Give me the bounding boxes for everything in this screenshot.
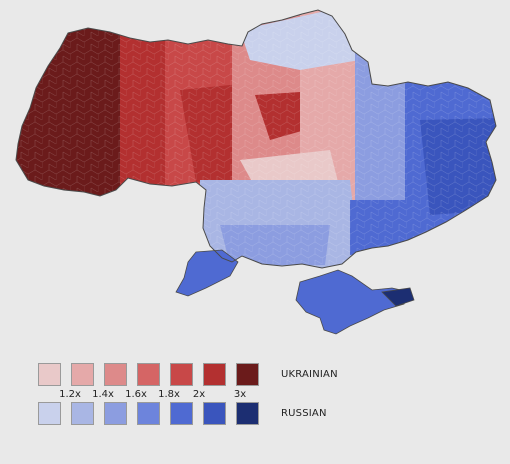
russian-swatch-7 bbox=[236, 402, 259, 425]
region-kerch bbox=[381, 287, 415, 307]
legend-tick: 1.4x bbox=[92, 389, 114, 400]
ukrainian-swatch-6 bbox=[203, 363, 226, 386]
ukraine-language-map bbox=[15, 9, 497, 335]
ukrainian-swatch-3 bbox=[104, 363, 127, 386]
ukrainian-swatch-4 bbox=[137, 363, 160, 386]
legend-label-ukrainian: UKRAINIAN bbox=[281, 369, 338, 380]
ukrainian-swatch-5 bbox=[170, 363, 193, 386]
ukrainian-swatch-7 bbox=[236, 363, 259, 386]
legend-tick: 2x bbox=[192, 389, 206, 400]
russian-swatch-6 bbox=[203, 402, 226, 425]
legend-tick: 3x bbox=[233, 389, 247, 400]
legend-row-ukrainian bbox=[38, 363, 269, 386]
ukrainian-swatch-1 bbox=[38, 363, 61, 386]
legend-tick: 1.2x bbox=[59, 389, 81, 400]
legend-tick: 1.8x bbox=[158, 389, 180, 400]
region-crimea bbox=[295, 269, 411, 335]
russian-swatch-1 bbox=[38, 402, 61, 425]
ukrainian-swatch-2 bbox=[71, 363, 94, 386]
legend-tick: 1.6x bbox=[125, 389, 147, 400]
russian-swatch-5 bbox=[170, 402, 193, 425]
region-kherson-west bbox=[175, 249, 239, 297]
russian-swatch-2 bbox=[71, 402, 94, 425]
legend-label-russian: RUSSIAN bbox=[281, 408, 327, 419]
legend-row-russian bbox=[38, 402, 269, 425]
district-borders bbox=[16, 10, 496, 268]
russian-swatch-4 bbox=[137, 402, 160, 425]
russian-swatch-3 bbox=[104, 402, 127, 425]
